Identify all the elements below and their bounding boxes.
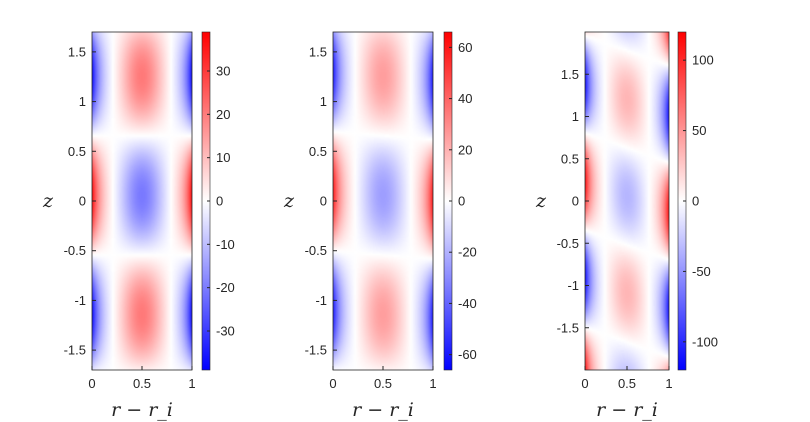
y-tick-label: 1.5 <box>561 67 579 82</box>
y-tick-label: 1.5 <box>309 44 327 59</box>
y-tick-label: -1.5 <box>64 343 86 358</box>
y-tick-label: -0.5 <box>557 236 579 251</box>
x-tick-label: 0 <box>581 376 588 391</box>
heatmap-field <box>333 32 433 370</box>
colorbar-tick-label: 0 <box>458 194 465 209</box>
colorbar-tick-label: -20 <box>458 245 477 260</box>
y-tick-label: -1.5 <box>557 320 579 335</box>
y-tick-label: 0.5 <box>561 151 579 166</box>
colorbar-tick-label: 50 <box>692 123 706 138</box>
x-tick-label: 1 <box>429 376 436 391</box>
colorbar-tick-label: 20 <box>216 107 230 122</box>
x-tick-label: 1 <box>665 376 672 391</box>
y-tick-label: 1 <box>79 94 86 109</box>
colorbar-tick-label: 100 <box>692 53 714 68</box>
y-tick-label: 0.5 <box>309 144 327 159</box>
colorbar-tick-label: 0 <box>216 194 223 209</box>
y-tick-label: -1 <box>315 293 327 308</box>
y-tick-label: -1 <box>74 293 86 308</box>
colorbar-tick-label: 20 <box>458 142 472 157</box>
y-tick-label: 0 <box>79 194 86 209</box>
colorbar-tick-label: 30 <box>216 64 230 79</box>
x-tick-label: 0.5 <box>133 376 151 391</box>
y-tick-label: 0 <box>572 194 579 209</box>
subplot-1: 0 0.5 1 -1.5 -1 -0.5 0 0.5 1 1.5 r − r_i z 30 20 10 0 -1… <box>42 31 235 421</box>
y-axis-label: z <box>283 190 295 212</box>
colorbar-tick-label: -20 <box>216 280 235 295</box>
y-axis-label: z <box>535 190 547 212</box>
x-tick-label: 0.5 <box>374 376 392 391</box>
y-tick-label: 0.5 <box>68 144 86 159</box>
y-tick-label: -0.5 <box>64 243 86 258</box>
y-tick-label: -1.5 <box>305 343 327 358</box>
colorbar-tick-label: 10 <box>216 150 230 165</box>
heatmap-field <box>585 32 669 370</box>
colorbar-tick-label: 0 <box>692 194 699 209</box>
x-tick-label: 1 <box>188 376 195 391</box>
x-tick-label: 0.5 <box>618 376 636 391</box>
y-tick-label: 0 <box>320 194 327 209</box>
colorbar-tick-label: -30 <box>216 324 235 339</box>
x-axis-label: r − r_i <box>596 399 658 421</box>
colorbar-tick-label: -100 <box>692 334 718 349</box>
y-tick-label: -0.5 <box>305 243 327 258</box>
colorbar-tick-label: -10 <box>216 237 235 252</box>
colorbar-tick-label: -50 <box>692 264 711 279</box>
y-tick-label: 1 <box>320 94 327 109</box>
colorbar-tick-label: 60 <box>458 40 472 55</box>
colorbar-tick-label: -60 <box>458 347 477 362</box>
y-tick-label: -1 <box>567 278 579 293</box>
colorbar-tick-label: 40 <box>458 91 472 106</box>
subplot-3: 0 0.5 1 -1.5 -1 -0.5 0 0.5 1 1.5 r − r_i z 100 50 0 -50… <box>535 31 718 421</box>
y-axis-label: z <box>42 190 54 212</box>
y-tick-label: 1.5 <box>68 44 86 59</box>
x-axis-label: r − r_i <box>111 399 173 421</box>
x-axis-label: r − r_i <box>352 399 414 421</box>
colorbar-tick-label: -40 <box>458 296 477 311</box>
x-tick-label: 0 <box>329 376 336 391</box>
heatmap-field <box>92 32 192 370</box>
x-tick-label: 0 <box>88 376 95 391</box>
subplot-2: 0 0.5 1 -1.5 -1 -0.5 0 0.5 1 1.5 r − r_i z 60 40 20 0 -2… <box>283 31 477 421</box>
y-tick-label: 1 <box>572 109 579 124</box>
